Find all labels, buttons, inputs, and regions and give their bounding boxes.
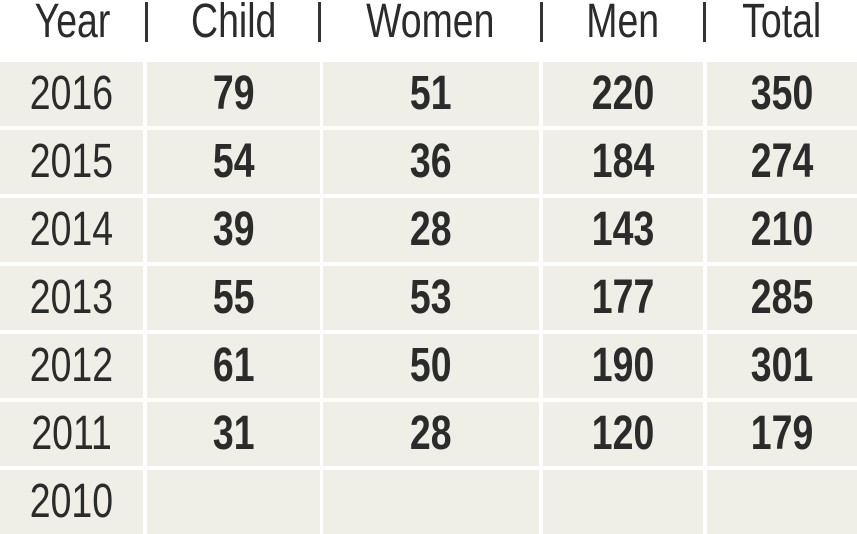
cell-text: 79 (212, 67, 255, 120)
cell-text: 350 (750, 67, 814, 120)
header-women: Women (365, 0, 495, 48)
cell-text: 54 (212, 135, 255, 188)
cell-text: 179 (750, 407, 814, 460)
cell-men (543, 470, 703, 534)
cell-text: 53 (410, 271, 452, 324)
cell-text: 210 (750, 203, 814, 256)
cell-text: 31 (212, 407, 255, 460)
cell-men: 177 (543, 266, 703, 330)
cell-text: 2012 (29, 339, 114, 392)
cell-text: 50 (410, 339, 452, 392)
cell-text: 39 (212, 203, 255, 256)
cell-year: 2013 (0, 266, 143, 330)
cell-year: 2012 (0, 334, 143, 398)
cell-text: 55 (212, 271, 255, 324)
cell-women: 50 (323, 334, 539, 398)
cell-men: 184 (543, 130, 703, 194)
table-row: 2011 31 28 120 179 (0, 402, 857, 466)
cell-child: 79 (147, 62, 320, 126)
cell-text: 51 (410, 67, 452, 120)
cell-year: 2014 (0, 198, 143, 262)
header-divider (540, 2, 543, 42)
cell-year: 2011 (0, 402, 143, 466)
cell-text: 2015 (29, 135, 114, 188)
cell-child: 54 (147, 130, 320, 194)
header-year: Year (34, 0, 111, 48)
cell-total (707, 470, 857, 534)
cell-child (147, 470, 320, 534)
cell-child: 39 (147, 198, 320, 262)
cell-total: 179 (707, 402, 857, 466)
cell-child: 61 (147, 334, 320, 398)
header-divider (318, 2, 321, 42)
table-row: 2015 54 36 184 274 (0, 130, 857, 194)
header-child: Child (191, 0, 277, 48)
cell-text: 2013 (29, 271, 114, 324)
cell-women: 53 (323, 266, 539, 330)
table-row: 2016 79 51 220 350 (0, 62, 857, 126)
cell-men: 120 (543, 402, 703, 466)
table-row: 2010 (0, 470, 857, 534)
cell-total: 301 (707, 334, 857, 398)
table-header: Year Child Women Men Total (0, 0, 857, 58)
cell-text: 120 (591, 407, 655, 460)
cell-total: 210 (707, 198, 857, 262)
cell-men: 190 (543, 334, 703, 398)
cell-text: 184 (591, 135, 655, 188)
table-row: 2013 55 53 177 285 (0, 266, 857, 330)
cell-year: 2010 (0, 470, 143, 534)
cell-text: 2010 (29, 475, 114, 528)
cell-text: 190 (591, 339, 655, 392)
cell-text: 2016 (29, 67, 114, 120)
header-men: Men (586, 0, 660, 48)
header-divider (703, 2, 706, 42)
cell-total: 285 (707, 266, 857, 330)
cell-text: 28 (410, 203, 452, 256)
cell-text: 220 (591, 67, 655, 120)
cell-total: 350 (707, 62, 857, 126)
cell-text: 36 (410, 135, 452, 188)
cell-year: 2016 (0, 62, 143, 126)
cell-women: 51 (323, 62, 539, 126)
cell-child: 55 (147, 266, 320, 330)
cell-text: 61 (212, 339, 255, 392)
cell-text: 274 (750, 135, 814, 188)
cell-total: 274 (707, 130, 857, 194)
table-row: 2012 61 50 190 301 (0, 334, 857, 398)
cell-text: 285 (750, 271, 814, 324)
table-row: 2014 39 28 143 210 (0, 198, 857, 262)
cell-text: 28 (410, 407, 452, 460)
cell-text: 143 (591, 203, 655, 256)
cell-women: 28 (323, 198, 539, 262)
header-divider (145, 2, 148, 42)
cell-women: 28 (323, 402, 539, 466)
cell-text: 177 (591, 271, 655, 324)
cell-men: 220 (543, 62, 703, 126)
header-total: Total (741, 0, 822, 48)
cell-child: 31 (147, 402, 320, 466)
cell-year: 2015 (0, 130, 143, 194)
cell-men: 143 (543, 198, 703, 262)
cell-text: 2011 (31, 407, 112, 460)
cell-text: 2014 (29, 203, 114, 256)
cell-women: 36 (323, 130, 539, 194)
cell-text: 301 (750, 339, 814, 392)
cell-women (323, 470, 539, 534)
